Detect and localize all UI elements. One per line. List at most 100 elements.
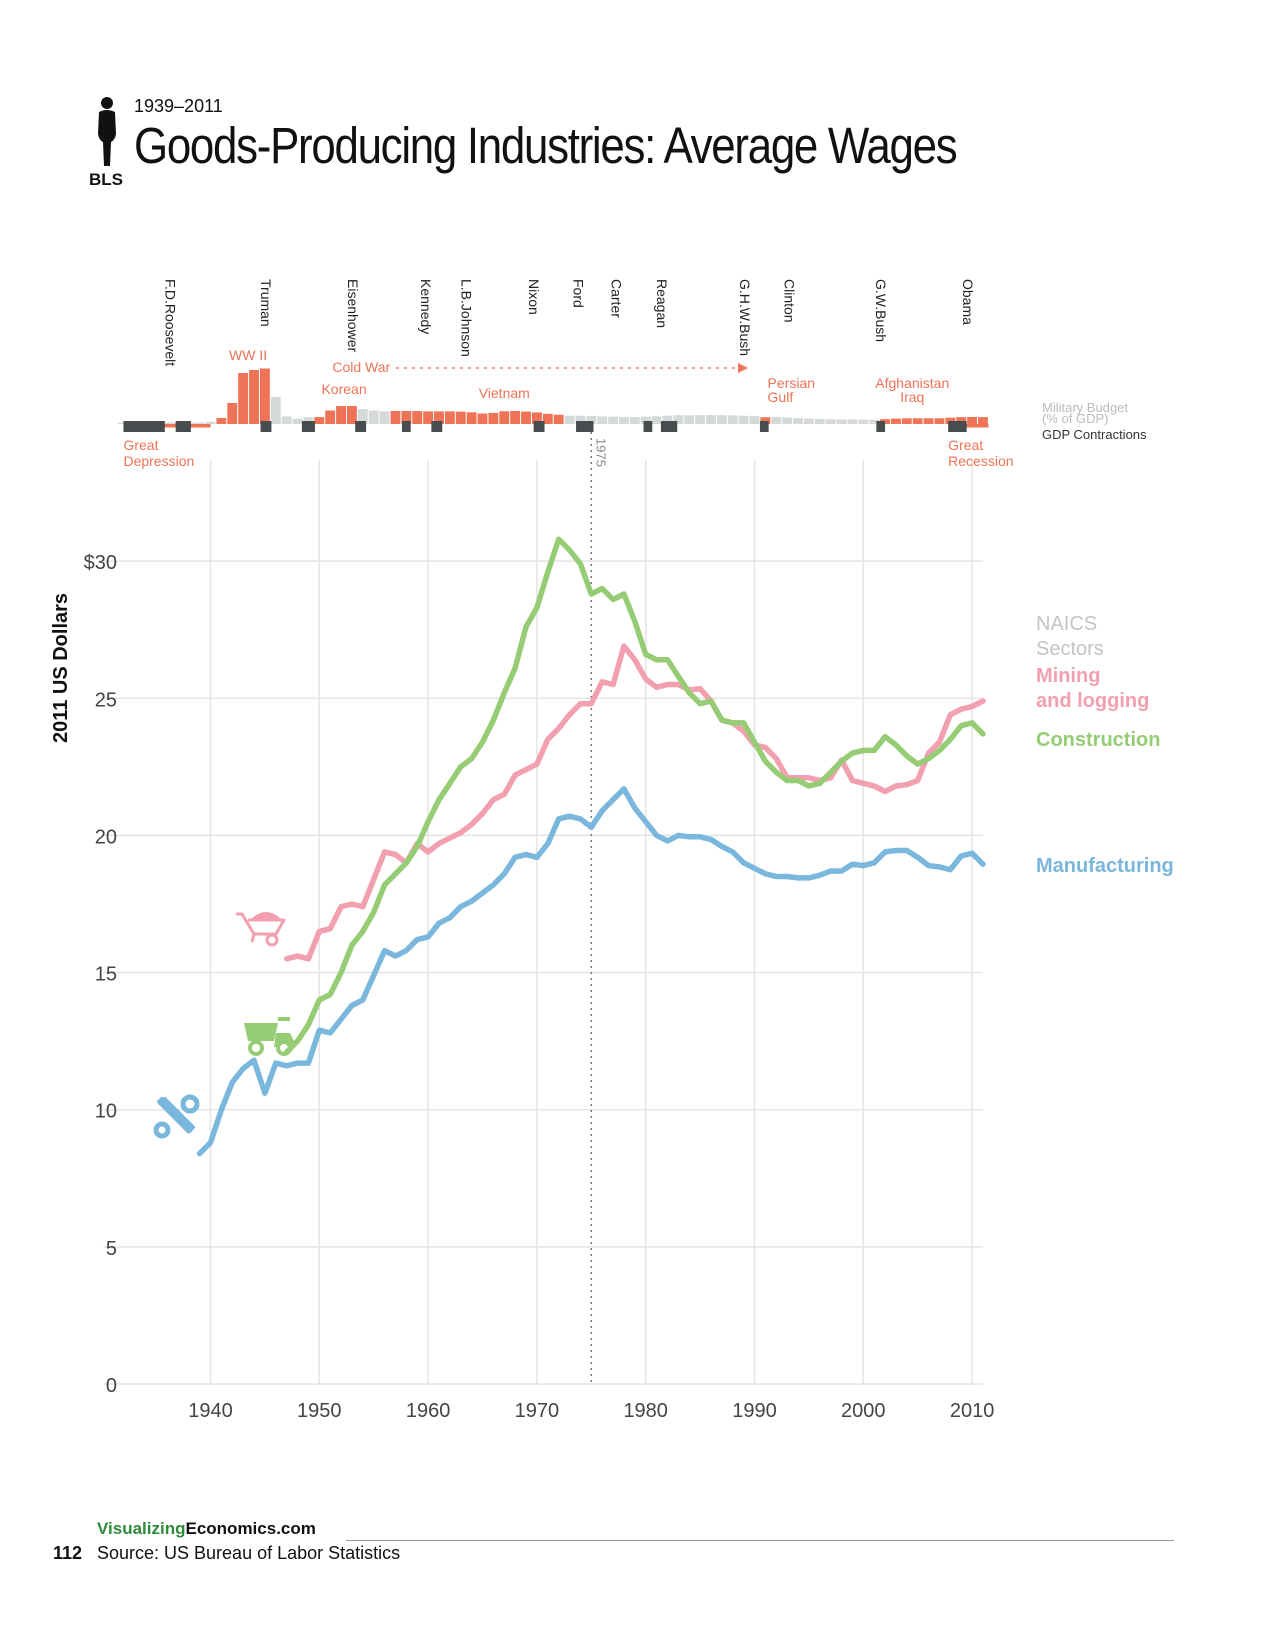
- agency-label: BLS: [89, 170, 123, 189]
- series-line-construction: [283, 536, 986, 1055]
- military-budget-bar: [510, 410, 521, 424]
- military-budget-bar: [161, 422, 173, 424]
- series-label: Manufacturing: [1036, 855, 1174, 877]
- source-note: Source: US Bureau of Labor Statistics: [97, 1543, 401, 1563]
- president-label: Kennedy: [418, 279, 434, 334]
- wheelbarrow-leg: [250, 933, 256, 943]
- military-budget-bar: [488, 412, 499, 424]
- event-label: Vietnam: [479, 385, 530, 401]
- military-budget-bar: [651, 416, 662, 424]
- axes: 0 5 10 15 20 25 $30 1940 1950 1960 1970 1980 1990 200…: [50, 432, 994, 1422]
- timeline-strip: F.D.Roosevelt Truman Eisenhower Kennedy L.B.…: [118, 279, 1147, 469]
- military-budget-bar: [706, 415, 716, 424]
- page-number: 112: [53, 1543, 83, 1563]
- event-label-below: Great: [948, 437, 983, 453]
- gdp-contraction-block: [576, 421, 594, 432]
- series-icons: [153, 912, 294, 1139]
- event-label: Cold War: [332, 359, 390, 375]
- gdp-contraction-block: [301, 421, 315, 432]
- military-budget-bar: [695, 415, 706, 424]
- x-tick-label: 2010: [950, 1400, 995, 1422]
- series-lines: [196, 536, 986, 1157]
- great-recession-bar: [948, 424, 989, 428]
- chart-title: Goods-Producing Industries: Average Wage…: [134, 117, 958, 174]
- military-budget-bar: [499, 411, 510, 424]
- y-tick-label: 20: [95, 826, 117, 848]
- truck-wheel: [248, 1040, 264, 1056]
- x-tick-label: 1990: [732, 1400, 777, 1422]
- military-budget-bar: [749, 416, 760, 424]
- military-budget-bar: [586, 415, 597, 424]
- x-tick-label: 1950: [297, 1400, 342, 1422]
- gdp-contraction-block: [643, 421, 653, 432]
- hammer-handle: [157, 1097, 194, 1134]
- y-tick-label: 25: [95, 689, 117, 711]
- military-budget-bar: [347, 406, 357, 424]
- military-budget-bar: [227, 403, 238, 424]
- event-label: Iraq: [900, 389, 924, 405]
- x-tick-label: 1960: [406, 1400, 451, 1422]
- military-budget-bar: [782, 417, 793, 424]
- military-budget-bar: [738, 415, 749, 424]
- event-label: Persian: [768, 375, 815, 391]
- brand-part2: Economics.com: [185, 1519, 316, 1538]
- x-tick-label: 2000: [841, 1400, 886, 1422]
- series-label: Mining: [1036, 665, 1100, 687]
- y-tick-label: $30: [84, 552, 117, 574]
- president-label: Ford: [570, 279, 586, 308]
- reference-line-label: 1975: [593, 438, 608, 467]
- military-budget-bar: [771, 416, 782, 424]
- tools-icon: [153, 1094, 200, 1139]
- gdp-contraction-block: [355, 421, 367, 432]
- x-tick-label: 1940: [188, 1400, 233, 1422]
- military-budget-bar: [608, 416, 618, 424]
- military-budget-bar: [956, 417, 967, 424]
- person-icon: [98, 97, 116, 166]
- gdp-contraction-block: [660, 421, 678, 432]
- y-tick-label: 15: [95, 964, 117, 986]
- x-tick-label: 1980: [623, 1400, 668, 1422]
- military-budget-bar: [814, 418, 825, 424]
- y-tick-label: 5: [106, 1238, 117, 1260]
- military-budget-bar: [967, 416, 978, 424]
- military-budget-bar: [564, 415, 575, 424]
- president-label: L.B.Johnson: [458, 279, 474, 357]
- president-label: Clinton: [782, 279, 798, 323]
- military-budget-bar: [673, 415, 684, 424]
- wrench-end: [153, 1121, 171, 1139]
- president-label: G.H.W.Bush: [737, 279, 753, 356]
- military-budget-bar: [912, 418, 923, 424]
- military-budget-bar: [390, 410, 401, 424]
- president-label: Reagan: [654, 279, 670, 328]
- gdp-contraction-block: [175, 421, 191, 432]
- military-budget-bar: [542, 413, 553, 424]
- military-budget-bar: [803, 418, 814, 424]
- military-budget-bar: [640, 416, 651, 424]
- y-tick-label: 10: [95, 1101, 117, 1123]
- legend-heading: Sectors: [1036, 638, 1104, 660]
- military-budget-bar: [303, 417, 314, 424]
- footer-brand[interactable]: VisualizingEconomics.com: [97, 1519, 316, 1539]
- president-label: G.W.Bush: [873, 279, 889, 342]
- military-budget-bar: [575, 415, 586, 424]
- military-budget-bar: [205, 421, 216, 424]
- military-budget-bar: [760, 417, 771, 424]
- president-label: Obama: [960, 279, 976, 325]
- y-tick-label: 0: [106, 1375, 117, 1397]
- y-axis-label: 2011 US Dollars: [50, 593, 72, 743]
- military-budget-bar: [727, 415, 738, 424]
- military-budget-bar: [869, 419, 880, 424]
- president-label: Nixon: [526, 279, 542, 315]
- military-budget-bar: [412, 411, 423, 424]
- military-budget-bar: [281, 416, 292, 424]
- military-budget-bar: [825, 419, 836, 424]
- wheelbarrow-wheel: [265, 933, 279, 947]
- military-budget-bar: [891, 418, 901, 424]
- gdp-contraction-block: [533, 421, 545, 432]
- military-budget-bar: [336, 406, 346, 424]
- legend-heading: NAICS: [1036, 613, 1097, 635]
- military-budget-bar: [847, 419, 858, 424]
- gdp-contraction-block: [123, 421, 165, 432]
- military-budget-bar: [662, 415, 673, 424]
